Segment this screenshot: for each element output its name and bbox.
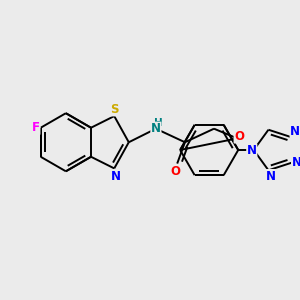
Text: S: S — [110, 103, 118, 116]
Text: F: F — [32, 121, 40, 134]
Text: N: N — [111, 169, 121, 183]
Text: H: H — [154, 118, 163, 128]
Text: N: N — [247, 145, 257, 158]
Text: N: N — [151, 122, 161, 135]
Text: N: N — [266, 169, 276, 183]
Text: N: N — [292, 156, 300, 169]
Text: O: O — [234, 130, 244, 143]
Text: N: N — [290, 125, 300, 138]
Text: O: O — [170, 165, 180, 178]
